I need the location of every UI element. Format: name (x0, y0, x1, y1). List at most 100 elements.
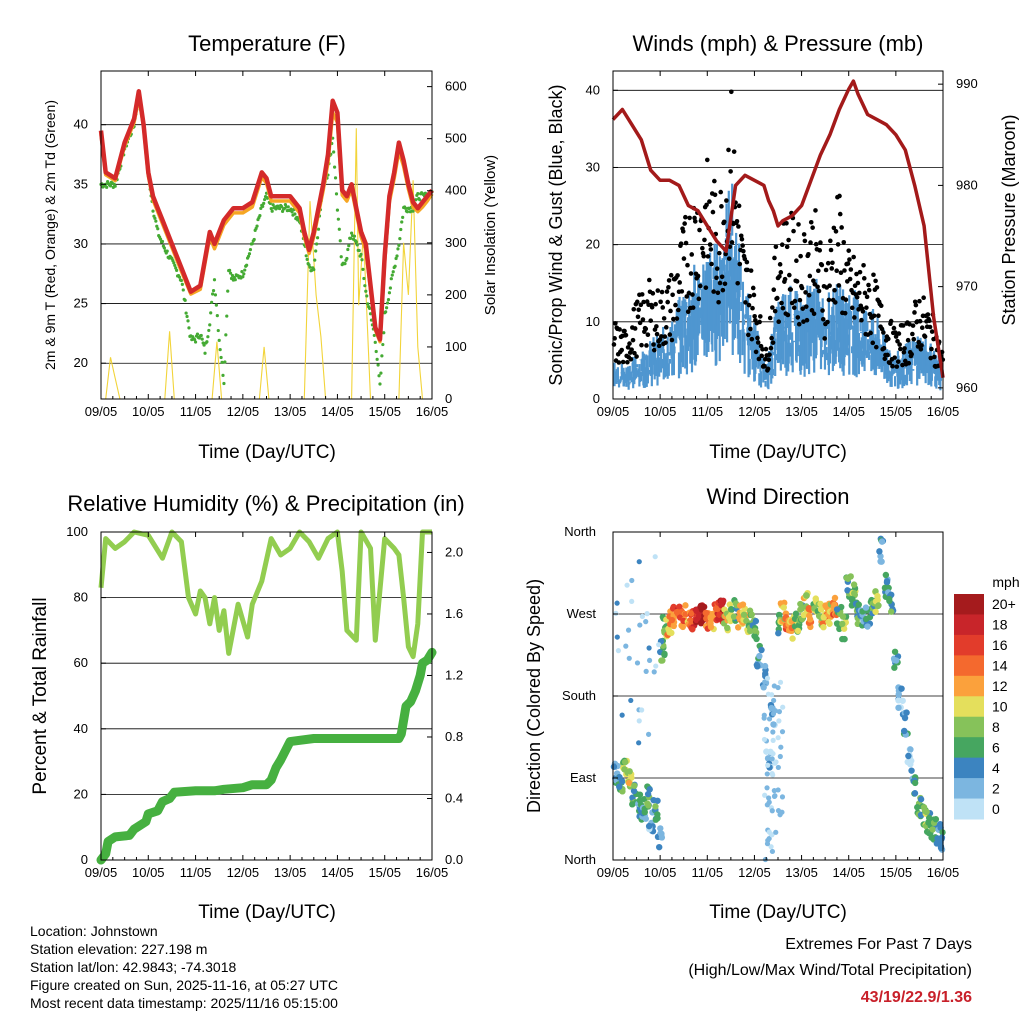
direction-point (914, 804, 921, 811)
gust-point (910, 323, 916, 328)
dewpoint-point (162, 246, 166, 250)
rh_precip-x-tick-label: 12/05 (227, 865, 260, 880)
gust-point (769, 335, 774, 341)
temperature-chart: Temperature (F) 09/05 10/05 11/05 12/05 13/0… (42, 31, 499, 463)
rh_precip-x-tick-label: 16/05 (416, 865, 449, 880)
direction-point (833, 606, 841, 613)
temperature-y-ticks: 20 25 30 35 40 (74, 117, 106, 370)
direction-point (623, 643, 629, 649)
dewpoint-point (336, 217, 340, 221)
direction-point (907, 746, 914, 753)
dewpoint-point (217, 338, 221, 342)
wind-direction-x-ticks: 09/05 10/05 11/05 12/05 13/05 14/05 15/05 16/05 (597, 532, 959, 880)
colorbar-label: 4 (992, 760, 1000, 776)
dewpoint-point (388, 286, 392, 290)
gust-point (871, 313, 877, 319)
dewpoint-point (313, 258, 317, 262)
gust-point (667, 332, 673, 337)
gust-point (913, 302, 919, 308)
gust-point (917, 318, 923, 324)
rh_precip-y2-tick-label: 1.2 (445, 667, 463, 682)
gust-point (628, 357, 634, 362)
gust-point (918, 346, 924, 352)
gust-point (641, 299, 646, 305)
direction-point (728, 605, 735, 613)
gust-point (747, 293, 753, 299)
direction-point (619, 778, 626, 785)
gust-point (905, 337, 911, 343)
gust-point (852, 315, 857, 320)
rh_precip-y-tick-label: 80 (74, 590, 88, 605)
dewpoint-point (376, 363, 380, 367)
dewpoint-point (366, 302, 370, 306)
dewpoint-point (181, 288, 185, 292)
direction-point (911, 779, 919, 787)
dewpoint-point (399, 227, 403, 232)
winds-y2-tick-label: 980 (956, 177, 978, 192)
gust-point (927, 324, 933, 330)
direction-point (776, 709, 782, 715)
gust-point (766, 357, 772, 363)
gust-point (651, 342, 656, 347)
rh-line (98, 529, 432, 660)
dewpoint-point (210, 292, 215, 296)
gust-point (815, 284, 820, 290)
gust-point (727, 244, 733, 249)
gust-point (825, 260, 831, 266)
direction-point (673, 608, 681, 616)
dewpoint-point (258, 214, 262, 218)
dewpoint-point (200, 337, 204, 341)
wind-direction-series (610, 535, 946, 863)
direction-point (619, 712, 625, 718)
colorbar-swatch (954, 798, 984, 820)
gust-point (813, 208, 818, 213)
wind_direction-x-tick-label: 15/05 (880, 865, 913, 880)
gust-point (771, 287, 777, 293)
gust-point (741, 248, 746, 254)
temperature-y2-tick-label: 200 (445, 287, 467, 302)
direction-point (794, 627, 802, 635)
dewpoint-point (361, 267, 365, 272)
temperature-y-label: 2m & 9m T (Red, Orange) & 2m Td (Green) (42, 100, 58, 370)
gust-point (797, 297, 803, 303)
winds-y-tick-label: 20 (586, 237, 600, 252)
direction-point (772, 793, 778, 799)
gust-point (687, 215, 692, 221)
winds-x-label: Time (Day/UTC) (709, 442, 847, 463)
dewpoint-point (153, 216, 157, 220)
dewpoint-point (363, 284, 367, 288)
direction-point (775, 764, 781, 771)
temperature-x-tick-label: 13/05 (274, 404, 307, 419)
dewpoint-point (105, 185, 109, 189)
gust-point (828, 238, 833, 244)
gust-point (820, 308, 825, 313)
direction-point (631, 782, 638, 789)
dewpoint-point (187, 326, 191, 330)
dewpoint-point (214, 303, 218, 307)
temperature-y-tick-label: 40 (74, 117, 88, 132)
temperature-y2-tick-label: 600 (445, 79, 467, 94)
temperature-y2-tick-label: 300 (445, 235, 467, 250)
gust-point (686, 290, 692, 296)
dewpoint-point (108, 184, 113, 188)
gust-point (639, 342, 644, 348)
gust-point (794, 279, 800, 284)
gust-point (617, 327, 622, 332)
station-elevation: Station elevation: 227.198 m (30, 941, 208, 957)
gust-point (836, 283, 842, 288)
gust-point (666, 278, 672, 283)
dewpoint-point (177, 275, 182, 279)
winds-y2-ticks: 960 970 980 990 (938, 76, 978, 395)
temperature-x-tick-label: 11/05 (180, 404, 212, 419)
gust-point (644, 343, 649, 348)
wind_direction-x-tick-label: 11/05 (691, 865, 723, 880)
gust-point (623, 332, 629, 338)
direction-point (876, 548, 883, 555)
gust-point (888, 318, 894, 324)
gust-point (851, 254, 856, 260)
wind_direction-x-tick-label: 13/05 (785, 865, 818, 880)
gust-point (731, 149, 737, 154)
direction-point (661, 650, 668, 658)
direction-point (886, 597, 893, 605)
rh-precip-chart: Relative Humidity (%) & Precipitation (i… (30, 491, 465, 923)
